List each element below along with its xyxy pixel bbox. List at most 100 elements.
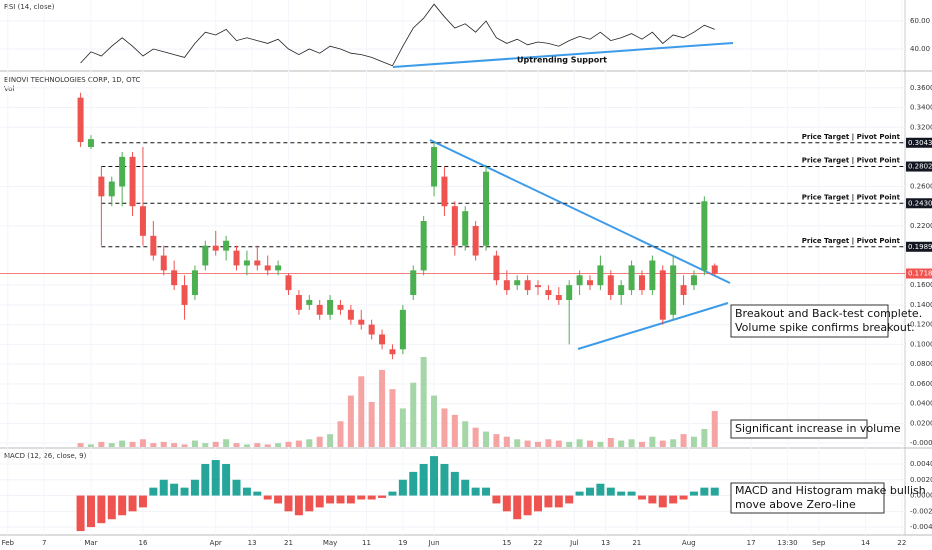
macd-histogram-bar: [97, 495, 106, 524]
candle-body: [493, 255, 500, 281]
volume-bar: [306, 439, 313, 447]
x-tick-label: 21: [632, 539, 641, 547]
y-tick-label: 0.0200: [910, 419, 932, 427]
x-tick-label: Sep: [812, 539, 826, 547]
candle-body: [212, 245, 219, 251]
level-text: Price Target | Pivot Point: [802, 133, 901, 142]
x-tick-label: 13: [248, 539, 257, 547]
volume-bar: [514, 439, 521, 447]
macd-histogram-bar: [388, 491, 397, 496]
x-tick-label: 21: [284, 539, 293, 547]
candle-body: [275, 265, 282, 271]
candle-body: [160, 255, 167, 271]
macd-histogram-bar: [315, 495, 324, 508]
annotation-text: Significant increase in volume: [735, 422, 901, 435]
macd-histogram-bar: [326, 495, 335, 504]
x-tick-label: 16: [138, 539, 147, 547]
x-tick-label: Feb: [2, 539, 15, 547]
candle-body: [535, 285, 542, 288]
volume-bar: [139, 439, 146, 447]
candle-body: [420, 221, 427, 271]
x-tick-label: Apr: [210, 539, 222, 547]
volume-bar: [597, 441, 604, 447]
candle-body: [87, 139, 94, 148]
macd-histogram-bar: [700, 487, 709, 496]
candle-body: [327, 299, 334, 315]
candle-body: [483, 171, 490, 246]
candle-body: [243, 260, 250, 266]
macd-histogram-bar: [201, 463, 210, 496]
volume-bar: [275, 443, 282, 447]
annotation-text: Volume spike confirms breakout.: [735, 321, 915, 334]
volume-bar: [659, 440, 666, 447]
y-tick-label: -0.0000: [910, 439, 932, 447]
macd-histogram-bar: [554, 495, 563, 508]
y-tick-label: 40.00: [910, 45, 930, 53]
macd-histogram-bar: [606, 487, 615, 496]
macd-histogram-bar: [357, 495, 366, 500]
macd-histogram-bar: [378, 495, 387, 498]
macd-histogram-bar: [461, 479, 470, 496]
macd-histogram-bar: [471, 487, 480, 496]
macd-histogram-bar: [398, 479, 407, 496]
volume-bar: [545, 439, 552, 447]
candle-body: [586, 280, 593, 286]
candle-body: [129, 156, 136, 207]
macd-histogram-bar: [482, 487, 491, 496]
volume-bar: [254, 443, 261, 447]
macd-histogram-bar: [284, 495, 293, 512]
candle-body: [202, 245, 209, 266]
volume-bar: [295, 440, 302, 447]
macd-histogram-bar: [689, 491, 698, 496]
volume-bar: [535, 441, 542, 447]
x-tick-label: 13:30: [777, 539, 797, 547]
volume-bar: [77, 443, 84, 447]
volume-bar: [451, 414, 458, 447]
volume-bar: [264, 444, 271, 447]
candle-body: [618, 285, 625, 296]
macd-histogram-bar: [76, 495, 85, 532]
level-tag: [906, 198, 932, 209]
level-tag-label: 0.1989: [908, 243, 932, 251]
x-tick-label: 7: [42, 539, 46, 547]
candle-body: [358, 319, 365, 325]
volume-bar: [389, 389, 396, 447]
macd-histogram-bar: [513, 495, 522, 520]
volume-bar: [576, 439, 583, 447]
x-tick-label: 11: [362, 539, 371, 547]
level-tag-label: 0.2802: [908, 163, 932, 171]
macd-histogram-bar: [440, 463, 449, 496]
macd-histogram-bar: [648, 495, 657, 504]
volume-bar: [98, 441, 105, 447]
volume-bar: [638, 441, 645, 447]
volume-bar: [441, 408, 448, 447]
candle-body: [628, 265, 635, 291]
macd-histogram-bar: [596, 483, 605, 496]
annotation-text: MACD and Histogram make bullish: [735, 484, 926, 497]
level-text: Price Target | Pivot Point: [802, 237, 901, 246]
candle-body: [389, 349, 396, 355]
macd-histogram-bar: [170, 483, 179, 496]
macd-histogram-bar: [419, 463, 428, 496]
candle-body: [680, 285, 687, 296]
candle-body: [410, 270, 417, 296]
macd-histogram-bar: [544, 495, 553, 508]
x-tick-label: 14: [861, 539, 870, 547]
volume-bar: [410, 382, 417, 447]
candle-body: [254, 260, 261, 266]
volume-bar: [670, 439, 677, 447]
annotation-text: Breakout and Back-test complete.: [735, 307, 922, 320]
candle-body: [514, 280, 521, 286]
annotation-box: [730, 304, 889, 338]
macd-histogram-bar: [149, 487, 158, 496]
volume-bar: [472, 427, 479, 447]
candle-body: [285, 275, 292, 291]
candle-body: [503, 280, 510, 291]
